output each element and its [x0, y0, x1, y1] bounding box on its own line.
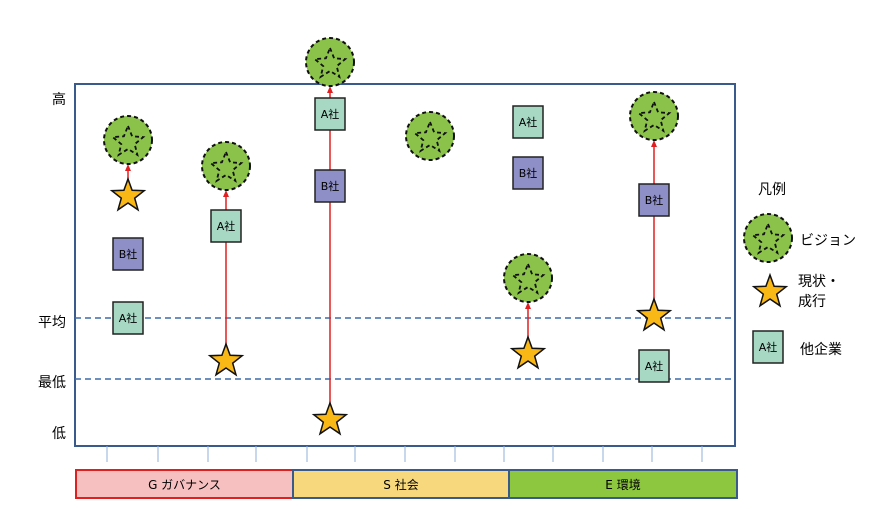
vision-marker	[629, 91, 679, 141]
vision-marker	[103, 115, 153, 165]
company-box: B社	[512, 156, 544, 190]
company-label: A社	[321, 107, 340, 121]
legend-vision-label: ビジョン	[800, 233, 856, 249]
company-box: B社	[112, 237, 144, 271]
current-star-icon	[109, 176, 147, 212]
y-label-high: 高	[52, 91, 66, 108]
column-5: B社 A社	[629, 91, 679, 383]
category-label: G ガバナンス	[148, 478, 221, 492]
column-3	[405, 111, 455, 161]
current-star-icon	[207, 341, 245, 377]
category-label: S 社会	[383, 477, 418, 492]
star-icon	[208, 149, 244, 183]
legend-company-box: A社	[752, 330, 784, 364]
y-label-minimum: 最低	[38, 375, 66, 391]
legend: 凡例 ビジョン 現状・ 成行 他企業 A社	[743, 182, 856, 364]
vision-marker	[405, 111, 455, 161]
company-label: A社	[759, 340, 778, 354]
current-star-icon	[311, 400, 349, 436]
star-icon	[750, 221, 786, 255]
company-box: A社	[512, 105, 544, 139]
y-label-low: 低	[52, 426, 66, 442]
company-label: A社	[119, 311, 138, 325]
star-icon	[312, 45, 348, 79]
legend-vision-marker	[743, 213, 793, 263]
vision-marker	[503, 253, 553, 303]
company-box: A社	[210, 209, 242, 243]
legend-star-icon	[751, 272, 789, 308]
category-1: S 社会	[292, 469, 510, 499]
company-label: B社	[645, 193, 664, 207]
company-box: A社	[314, 97, 346, 131]
star-icon	[412, 119, 448, 153]
legend-company-label: 他企業	[800, 341, 842, 358]
company-label: B社	[119, 247, 138, 261]
star-icon	[110, 123, 146, 157]
column-2: A社 B社	[305, 37, 355, 436]
column-0: B社 A社	[103, 115, 153, 335]
star-icon	[510, 261, 546, 295]
legend-title: 凡例	[758, 182, 786, 198]
company-box: B社	[314, 169, 346, 203]
company-label: A社	[519, 115, 538, 129]
current-star-icon	[635, 296, 673, 332]
star-icon	[636, 99, 672, 133]
company-box: A社	[638, 349, 670, 383]
column-1: A社	[201, 141, 251, 377]
legend-current-label-1: 現状・	[798, 274, 840, 290]
category-0: G ガバナンス	[75, 469, 294, 499]
company-label: A社	[217, 219, 236, 233]
company-label: A社	[645, 359, 664, 373]
arrow-head	[525, 302, 531, 309]
arrow-head	[651, 140, 657, 147]
arrow-head	[223, 190, 229, 197]
category-label: E 環境	[605, 477, 640, 492]
category-2: E 環境	[508, 469, 738, 499]
vision-marker	[201, 141, 251, 191]
y-label-average: 平均	[38, 315, 66, 331]
company-box: A社	[112, 301, 144, 335]
arrow-head	[327, 86, 333, 93]
plot-frame	[74, 83, 736, 447]
company-label: B社	[519, 166, 538, 180]
company-label: B社	[321, 179, 340, 193]
vision-marker	[305, 37, 355, 87]
column-4: A社 B社	[503, 105, 553, 370]
arrow-head	[125, 164, 131, 171]
company-box: B社	[638, 183, 670, 217]
current-star-icon	[509, 334, 547, 370]
legend-current-label-2: 成行	[798, 294, 826, 310]
